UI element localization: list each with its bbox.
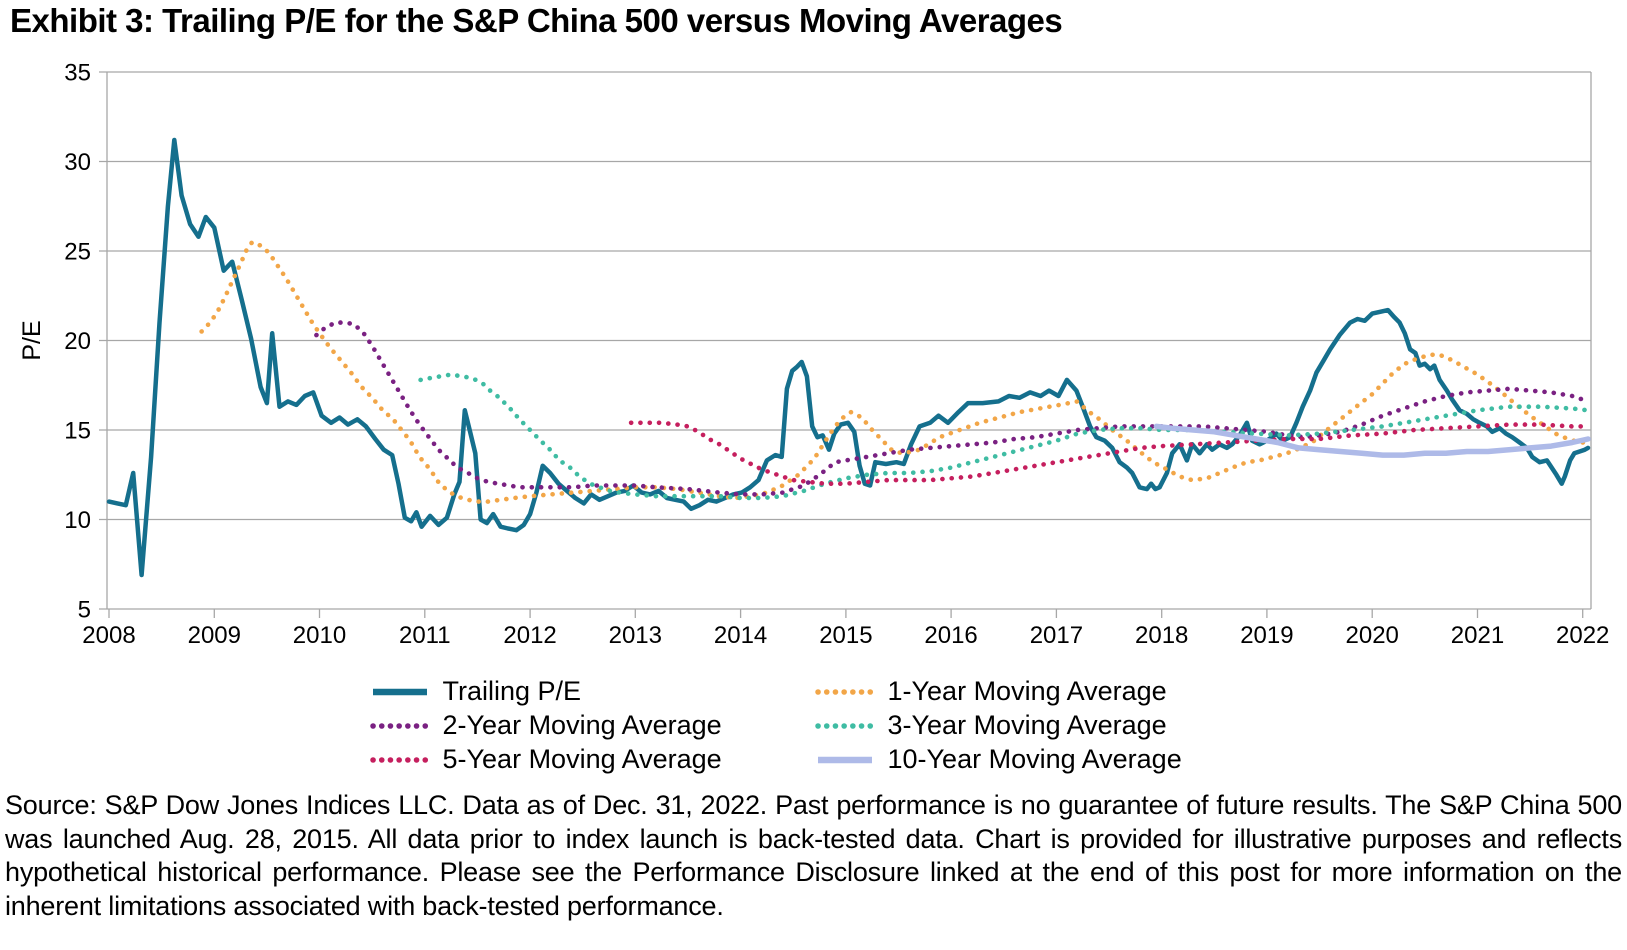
legend-label: Trailing P/E — [442, 676, 582, 706]
x-tick-label: 2008 — [82, 622, 135, 649]
y-axis-title: P/E — [18, 320, 46, 360]
x-tick-label: 2021 — [1451, 622, 1504, 649]
legend-label: 3-Year Moving Average — [887, 710, 1167, 740]
y-tick-label: 35 — [64, 60, 91, 87]
x-tick-label: 2019 — [1240, 622, 1293, 649]
x-tick-label: 2017 — [1030, 622, 1083, 649]
5-year-ma-swatch-icon — [369, 756, 430, 763]
series-10-year-ma — [1153, 423, 1591, 458]
axis-labels: 5 10 15 20 25 30 35 2008 2009 2010 2011 2012 2013 201… — [18, 60, 1609, 650]
y-tick-label: 30 — [64, 149, 91, 176]
x-tick-label: 2018 — [1135, 622, 1188, 649]
series-5-year-ma — [628, 420, 1591, 486]
x-tick-label: 2014 — [714, 622, 767, 649]
legend-row: 5-Year Moving Average 10-Year Moving Aver… — [369, 744, 1259, 775]
x-tick-label: 2012 — [503, 622, 556, 649]
legend-row: 2-Year Moving Average 3-Year Moving Avera… — [369, 710, 1259, 741]
x-tick-label: 2011 — [399, 622, 451, 649]
source-note: Source: S&P Dow Jones Indices LLC. Data … — [5, 790, 1622, 921]
series-3-year-ma — [418, 372, 1591, 501]
x-tick-label: 2022 — [1556, 622, 1609, 649]
x-tick-label: 2010 — [293, 622, 346, 649]
legend-row: Trailing P/E 1-Year Moving Average — [369, 676, 1259, 707]
legend-label: 5-Year Moving Average — [442, 744, 722, 774]
y-tick-label: 15 — [64, 418, 91, 445]
legend-item-trailing-pe: Trailing P/E — [369, 676, 814, 707]
x-tick-label: 2020 — [1346, 622, 1399, 649]
x-tick-label: 2009 — [188, 622, 241, 649]
legend-item-1-year-ma: 1-Year Moving Average — [814, 676, 1259, 707]
legend-item-10-year-ma: 10-Year Moving Average — [814, 744, 1259, 775]
y-tick-label: 5 — [78, 597, 91, 624]
trailing-pe-swatch-icon — [372, 688, 427, 695]
chart-title: Exhibit 3: Trailing P/E for the S&P Chin… — [10, 2, 1063, 39]
10-year-ma-swatch-icon — [817, 756, 872, 763]
y-tick-label: 20 — [64, 328, 91, 355]
gridlines — [99, 71, 1592, 618]
2-year-ma-swatch-icon — [369, 722, 430, 729]
y-tick-label: 10 — [64, 507, 91, 534]
legend-label: 2-Year Moving Average — [442, 710, 722, 740]
x-tick-label: 2013 — [609, 622, 662, 649]
pe-chart-svg: 5 10 15 20 25 30 35 2008 2009 2010 2011 2012 2013 201… — [18, 60, 1609, 650]
x-tick-label: 2016 — [924, 622, 977, 649]
1-year-ma-swatch-icon — [814, 688, 875, 695]
pe-chart: 5 10 15 20 25 30 35 2008 2009 2010 2011 2012 2013 201… — [18, 60, 1609, 650]
legend-item-2-year-ma: 2-Year Moving Average — [369, 710, 814, 741]
legend-label: 1-Year Moving Average — [887, 676, 1167, 706]
3-year-ma-swatch-icon — [814, 722, 875, 729]
x-tick-label: 2015 — [819, 622, 872, 649]
legend-item-3-year-ma: 3-Year Moving Average — [814, 710, 1259, 741]
legend-item-5-year-ma: 5-Year Moving Average — [369, 744, 814, 775]
series-trailing-pe — [106, 137, 1591, 578]
y-tick-label: 25 — [64, 239, 91, 266]
legend: Trailing P/E 1-Year Moving Average 2-Year … — [0, 676, 1627, 775]
legend-label: 10-Year Moving Average — [887, 744, 1182, 774]
